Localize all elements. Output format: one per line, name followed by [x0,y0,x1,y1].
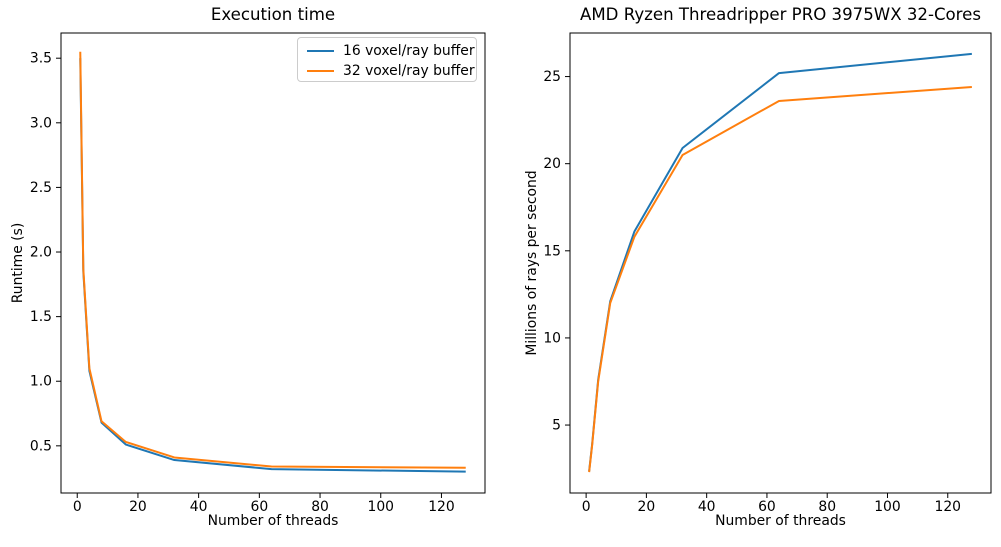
x-tick-label: 20 [638,499,656,515]
legend-entry-16-voxel: 16 voxel/ray buffer [307,41,476,61]
y-axis-label-right: Millions of rays per second [524,170,540,356]
legend-line-sample-orange [307,70,334,72]
y-tick-label: 5 [552,418,561,434]
y-tick-label: 3.0 [30,115,52,131]
y-tick-label: 1.0 [30,374,52,390]
legend-line-sample-blue [307,50,334,52]
x-tick-label: 120 [934,499,961,515]
x-tick-label: 0 [73,499,82,515]
chart-title-rays-per-second: AMD Ryzen Threadripper PRO 3975WX 32-Cor… [579,5,981,24]
x-tick-label: 100 [367,499,394,515]
rays-per-second-series-line-16-voxel-ray-buffer [588,52,972,472]
x-tick-label: 120 [428,499,455,515]
legend: 16 voxel/ray buffer 32 voxel/ray buffer [297,37,477,82]
execution-time-axes-frame [60,32,486,494]
y-tick-label: 10 [543,330,561,346]
execution-time-series-line-16-voxel-ray-buffer [79,58,466,473]
execution-time-axes: 0 20 40 60 80 100 120 0.5 1.0 1.5 2.0 2.5 3.0 3.5 [30,32,486,515]
y-tick-label: 25 [543,69,561,85]
y-tick-label: 3.5 [30,51,52,67]
legend-entry-32-voxel: 32 voxel/ray buffer [307,61,476,81]
x-tick-label: 40 [698,499,716,515]
y-tick-label: 1.5 [30,309,52,325]
execution-time-series-line-32-voxel-ray-buffer [79,51,466,469]
x-tick-label: 60 [250,499,268,515]
x-tick-label: 100 [874,499,901,515]
y-tick-label: 0.5 [30,438,52,454]
x-tick-label: 20 [129,499,147,515]
rays-per-second-axes-frame [569,32,992,494]
x-tick-label: 60 [758,499,776,515]
x-axis-label-left: Number of threads [207,513,339,529]
legend-label-32-voxel: 32 voxel/ray buffer [343,63,475,79]
x-tick-label: 0 [582,499,591,515]
y-axis-label-left: Runtime (s) [10,222,26,304]
y-tick-label: 2.5 [30,180,52,196]
x-tick-label: 40 [190,499,208,515]
rays-per-second-series-line-32-voxel-ray-buffer [588,86,972,473]
y-tick-label: 15 [543,243,561,259]
rays-per-second-axes: 0 20 40 60 80 100 120 5 10 15 20 25 [543,32,992,515]
x-tick-label: 80 [311,499,329,515]
legend-label-16-voxel: 16 voxel/ray buffer [343,43,475,59]
y-tick-label: 2.0 [30,245,52,261]
x-axis-label-right: Number of threads [715,513,846,529]
y-tick-label: 20 [543,156,561,172]
chart-title-execution-time: Execution time [210,5,336,24]
x-tick-label: 80 [818,499,836,515]
